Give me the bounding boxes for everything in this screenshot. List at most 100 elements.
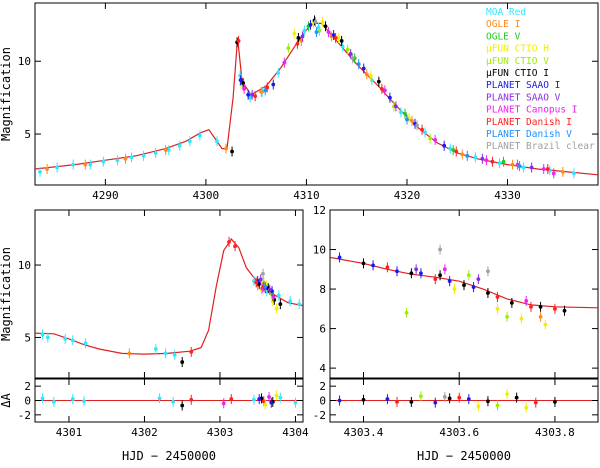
panel-bottom-left-residual-xtick-label: 4302 — [131, 426, 158, 439]
panel-top-point — [317, 28, 322, 33]
panel-bottom-left-ylabel: Magnification — [0, 247, 13, 341]
panel-top-point — [451, 148, 456, 152]
panel-bottom-right-point — [486, 291, 490, 295]
panel-bottom-right-residual-ytick-label: 2 — [319, 380, 326, 393]
panel-top-point — [300, 34, 305, 39]
panel-bottom-right-point — [495, 295, 500, 299]
panel-top-point — [454, 149, 459, 154]
panel-bottom-right-point — [361, 261, 366, 266]
panel-bottom-right-point — [395, 269, 399, 274]
panel-top-point — [55, 165, 60, 170]
panel-bottom-left-point — [127, 351, 132, 356]
panel-top-point — [331, 33, 336, 37]
panel-top-point — [286, 46, 291, 51]
panel-bottom-right-point — [447, 279, 452, 284]
panel-top-point — [521, 165, 526, 170]
panel-top-point — [263, 88, 268, 93]
panel-bottom-right-residual-point — [457, 395, 462, 400]
panel-top-point — [423, 130, 427, 135]
panel-top-point — [45, 167, 49, 171]
panel-bottom-left-residual-xtick-label: 4303 — [207, 426, 234, 439]
legend-entry: PLANET Danish I — [486, 117, 572, 128]
panel-bottom-right-point — [471, 285, 476, 289]
panel-bottom-right-point — [524, 299, 529, 303]
panel-top-point — [292, 31, 297, 36]
panel-bottom-left-residual-point — [51, 400, 56, 404]
panel-bottom-right-point — [495, 306, 500, 311]
legend-entry: PLANET SAAO I — [486, 80, 560, 91]
panel-bottom-right-point — [452, 287, 457, 291]
panel-top-point — [250, 92, 255, 97]
panel-top-point — [282, 60, 287, 65]
panel-bottom-right-residual-point — [419, 394, 423, 399]
panel-bottom-right-residual-point — [533, 400, 538, 405]
panel-bottom-right-residual-point — [495, 403, 500, 408]
panel-top-point — [153, 151, 158, 155]
legend-entry: PLANET SAAO V — [486, 92, 561, 103]
panel-top-point — [490, 159, 495, 164]
panel-bottom-right-residual-point — [442, 395, 447, 399]
panel-top-point — [238, 73, 242, 78]
panel-bottom-left-point — [40, 332, 45, 337]
panel-bottom-left-residual-point — [267, 395, 271, 399]
panel-top-point — [141, 153, 146, 158]
panel-bottom-right-point — [409, 271, 414, 276]
panel-bottom-left-ytick-label: 5 — [24, 331, 31, 344]
panel-bottom-left-point — [263, 284, 268, 289]
panel-top-point — [501, 159, 506, 164]
panel-top-point — [276, 70, 281, 75]
panel-bottom-right-frame — [329, 209, 599, 379]
panel-bottom-right-point — [538, 304, 543, 309]
panel-top-point — [326, 30, 331, 35]
panel-bottom-left-model-curve — [35, 238, 303, 355]
panel-bottom-left-point — [276, 293, 281, 298]
panel-bottom-right-residual-point — [385, 397, 390, 401]
panel-bottom-right-point — [543, 322, 548, 327]
panel-bottom-right-point — [538, 314, 543, 319]
panel-bottom-left-point — [45, 335, 50, 340]
panel-top-point — [242, 87, 247, 91]
panel-top-point — [379, 87, 384, 91]
panel-bottom-right-residual-xtick-label: 4303.6 — [439, 426, 479, 439]
panel-top-point — [405, 117, 409, 122]
panel-top-ylabel: Magnification — [0, 47, 13, 141]
panel-top-point — [166, 148, 171, 152]
panel-top-point — [480, 156, 485, 161]
panel-top-point — [308, 22, 313, 27]
panel-top-point — [238, 78, 243, 83]
panel-bottom-right-point — [466, 273, 471, 278]
legend-entry: μFUN CTIO H — [486, 44, 549, 55]
panel-bottom-left-residual-point — [293, 400, 298, 405]
panel-bottom-left-point — [297, 302, 302, 307]
panel-top-xtick-label: 4310 — [293, 189, 320, 202]
panel-bottom-right-residual-point — [486, 399, 490, 404]
panel-top-point — [545, 167, 550, 171]
panel-bottom-right-point — [414, 267, 419, 272]
panel-bottom-left-residual-xtick-label: 4301 — [56, 426, 83, 439]
panel-bottom-right-residual-point — [433, 400, 438, 405]
panel-bottom-left-frame — [34, 209, 304, 379]
panel-bottom-right-point — [442, 267, 447, 272]
panel-bottom-left-point — [163, 351, 168, 356]
panel-top-point — [323, 24, 328, 29]
panel-bottom-right-residual-point — [337, 398, 342, 403]
panel-top-point — [271, 82, 276, 87]
panel-bottom-right-residual-xtick-label: 4303.4 — [344, 426, 384, 439]
panel-bottom-right-point — [462, 283, 466, 288]
panel-top-xtick-label: 4320 — [394, 189, 421, 202]
panel-top-ytick-label: 5 — [24, 128, 31, 141]
panel-bottom-left-residual-xtick-label: 4304 — [282, 426, 309, 439]
panel-bottom-right-point — [553, 306, 557, 311]
panel-bottom-right-model-curve — [330, 256, 598, 309]
panel-top-point — [314, 30, 319, 35]
panel-top-point — [410, 119, 414, 123]
panel-top-point — [361, 66, 366, 71]
panel-bottom-right-residual-point — [447, 396, 452, 401]
panel-top-point — [364, 72, 369, 77]
panel-top-point — [224, 146, 228, 151]
panel-top-point — [350, 56, 355, 61]
legend-entry: PLANET Canopus I — [486, 105, 578, 116]
panel-bottom-left-point — [267, 287, 272, 292]
panel-top-point — [356, 62, 361, 67]
